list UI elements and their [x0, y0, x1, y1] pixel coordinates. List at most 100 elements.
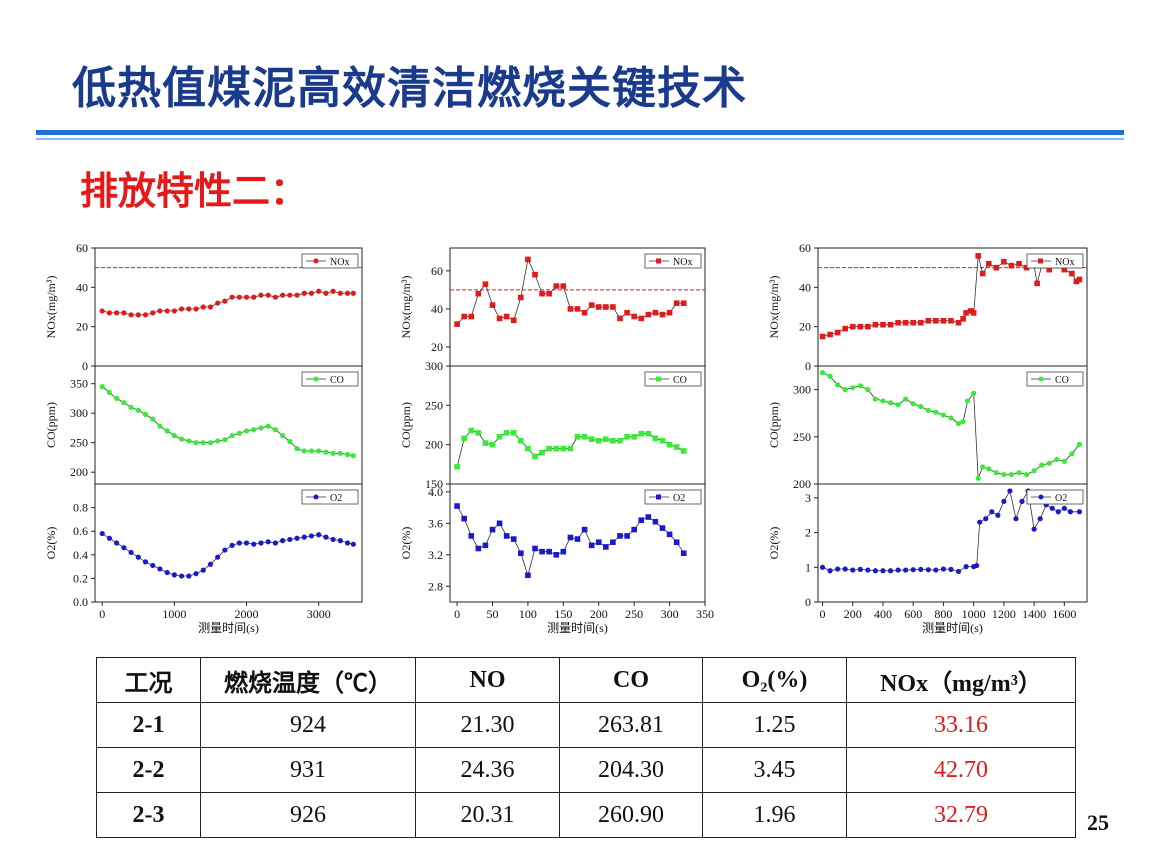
data-point: [850, 567, 856, 573]
data-point: [933, 409, 939, 415]
y-axis-label: CO(ppm): [399, 402, 413, 448]
legend-label: O2: [673, 493, 685, 504]
x-tick-label: 50: [487, 607, 499, 621]
data-point: [350, 290, 356, 296]
y-tick-label: 250: [70, 436, 88, 450]
data-point: [560, 283, 567, 289]
data-point: [294, 292, 300, 298]
data-point: [525, 445, 531, 452]
data-point: [1046, 266, 1053, 273]
y-tick-label: 300: [793, 383, 811, 397]
data-point: [1031, 526, 1037, 532]
data-point: [910, 319, 917, 326]
legend-box: [1026, 253, 1084, 269]
data-point: [617, 437, 623, 444]
data-point: [659, 311, 666, 318]
data-point: [344, 540, 351, 546]
data-point: [955, 319, 962, 326]
data-point: [200, 304, 206, 310]
data-point: [350, 453, 356, 459]
y-tick-label: 60: [431, 264, 443, 278]
data-point: [258, 425, 264, 431]
y-tick-label: 1: [805, 560, 811, 574]
legend-box: [1026, 489, 1084, 505]
x-tick-label: 1200: [992, 607, 1016, 621]
data-point: [164, 569, 170, 576]
x-tick-label: 400: [874, 607, 892, 621]
data-point: [588, 542, 595, 549]
data-point: [265, 292, 271, 298]
data-point: [301, 534, 307, 540]
y-tick-label: 3.6: [428, 516, 443, 530]
data-point: [910, 567, 916, 573]
legend-label: CO: [1055, 375, 1069, 386]
data-point: [1061, 266, 1068, 273]
header-nox: NOx（mg/m³）: [846, 657, 1076, 703]
cell-condition: 2-2: [96, 747, 201, 793]
legend-marker: [1038, 258, 1043, 264]
cell-condition: 2-3: [96, 792, 201, 838]
data-point: [610, 437, 616, 444]
data-point: [1008, 262, 1015, 269]
data-point: [468, 313, 475, 320]
cell-nox: 33.16: [846, 702, 1076, 748]
legend-box: [301, 489, 359, 505]
data-point: [330, 288, 336, 294]
data-point: [977, 519, 983, 525]
data-point: [659, 437, 666, 444]
legend-marker: [313, 258, 319, 264]
data-point: [666, 531, 673, 538]
cell-o2: 1.25: [702, 702, 847, 748]
data-point: [1031, 468, 1037, 474]
data-point: [1013, 516, 1019, 522]
data-point: [164, 308, 170, 314]
y-tick-label: 0.2: [73, 571, 88, 585]
data-point: [567, 445, 574, 452]
page-number: 25: [1087, 810, 1109, 835]
data-point: [955, 420, 962, 427]
data-point: [971, 390, 977, 396]
cell-co: 263.81: [559, 702, 703, 748]
data-point: [193, 571, 199, 577]
x-tick-label: 200: [844, 607, 862, 621]
data-point: [673, 300, 680, 306]
x-axis-label: 测量时间(s): [547, 621, 608, 635]
data-point: [819, 333, 826, 340]
data-point: [995, 512, 1001, 518]
data-point: [645, 311, 652, 318]
data-point: [308, 290, 315, 296]
data-point: [496, 315, 503, 322]
data-point: [489, 441, 496, 448]
data-point: [652, 309, 659, 316]
header-condition: 工况: [96, 657, 201, 703]
y-tick-label: 40: [431, 302, 443, 316]
data-point: [872, 568, 879, 574]
legend-box: [644, 253, 702, 269]
data-point: [963, 310, 969, 316]
data-point: [461, 435, 467, 442]
y-tick-label: 4.0: [428, 485, 443, 499]
data-point: [496, 434, 503, 440]
data-point: [624, 309, 630, 316]
data-point: [1023, 471, 1030, 478]
data-point: [178, 573, 185, 579]
data-point: [980, 464, 986, 470]
data-point: [272, 427, 279, 433]
data-point: [610, 304, 616, 310]
x-tick-label: 1400: [1022, 607, 1046, 621]
data-point: [624, 434, 630, 440]
data-point: [857, 323, 864, 330]
data-point: [510, 317, 517, 324]
data-point: [468, 427, 475, 434]
cell-temperature: 931: [200, 747, 416, 793]
y-tick-label: 60: [76, 241, 88, 255]
data-point: [1001, 471, 1007, 478]
data-point: [680, 448, 687, 454]
data-point: [454, 321, 460, 327]
data-point: [344, 290, 351, 296]
data-point: [925, 407, 931, 413]
y-axis-label: CO(ppm): [44, 402, 58, 448]
data-point: [1001, 258, 1007, 265]
data-point: [482, 281, 489, 287]
data-point: [567, 306, 574, 312]
